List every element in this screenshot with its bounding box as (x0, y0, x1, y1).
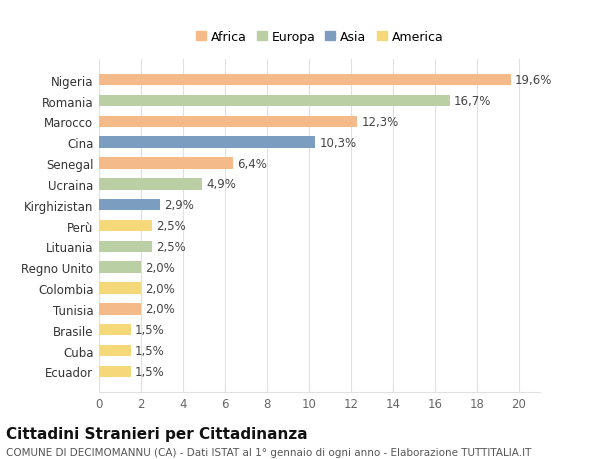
Text: 2,5%: 2,5% (156, 219, 185, 233)
Text: 1,5%: 1,5% (134, 365, 164, 378)
Text: 6,4%: 6,4% (238, 157, 268, 170)
Text: 1,5%: 1,5% (134, 344, 164, 357)
Bar (99, 283, 141, 294)
Bar (99, 345, 131, 357)
Bar (99, 137, 316, 149)
Text: 2,0%: 2,0% (145, 261, 175, 274)
Text: 10,3%: 10,3% (320, 136, 356, 149)
Bar (99, 220, 151, 232)
Legend: Africa, Europa, Asia, America: Africa, Europa, Asia, America (191, 26, 448, 49)
Text: 16,7%: 16,7% (454, 95, 491, 108)
Bar (99, 366, 131, 377)
Text: 12,3%: 12,3% (361, 116, 399, 129)
Text: Cittadini Stranieri per Cittadinanza: Cittadini Stranieri per Cittadinanza (6, 426, 308, 441)
Bar (99, 325, 131, 336)
Bar (99, 179, 202, 190)
Text: 4,9%: 4,9% (206, 178, 236, 191)
Bar (99, 241, 151, 252)
Bar (99, 303, 141, 315)
Bar (99, 158, 233, 169)
Text: 2,5%: 2,5% (156, 241, 185, 253)
Text: 2,0%: 2,0% (145, 282, 175, 295)
Bar (99, 117, 358, 128)
Text: 1,5%: 1,5% (134, 324, 164, 336)
Bar (99, 262, 141, 274)
Bar (99, 95, 450, 107)
Text: 2,9%: 2,9% (164, 199, 194, 212)
Text: 2,0%: 2,0% (145, 303, 175, 316)
Bar (99, 200, 160, 211)
Text: 19,6%: 19,6% (515, 74, 552, 87)
Bar (99, 75, 511, 86)
Text: COMUNE DI DECIMOMANNU (CA) - Dati ISTAT al 1° gennaio di ogni anno - Elaborazion: COMUNE DI DECIMOMANNU (CA) - Dati ISTAT … (6, 448, 532, 458)
